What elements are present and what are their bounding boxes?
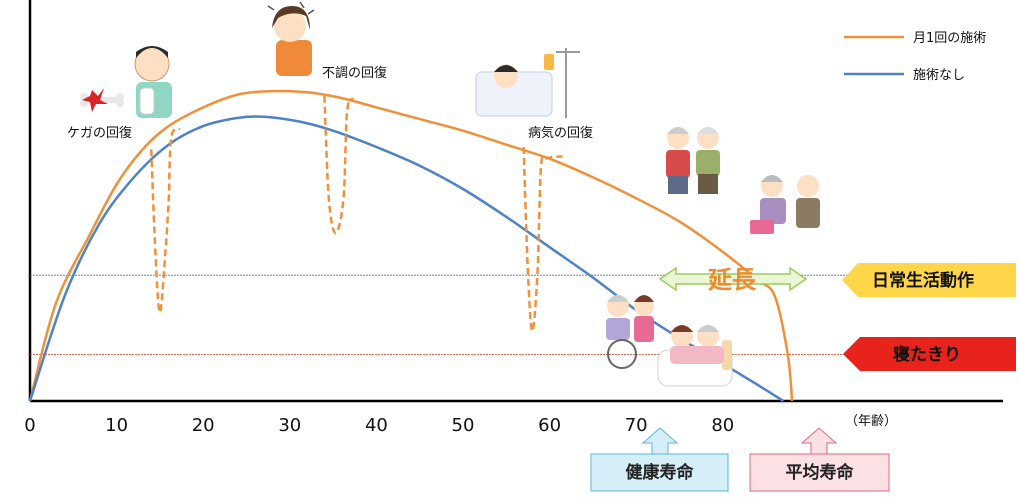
unwell-person-illustration bbox=[267, 1, 315, 76]
marker-healthy-life-label: 健康寿命 bbox=[626, 462, 695, 483]
legend: 月1回の施術 施術なし bbox=[844, 31, 986, 83]
x-tick-label: 40 bbox=[365, 415, 388, 436]
label-illness-recovery: 不調の回復 bbox=[322, 65, 387, 81]
dip-illness-recovery bbox=[323, 95, 355, 235]
marker-healthy-life: 健康寿命 bbox=[590, 427, 729, 492]
tag-daily-activities-shape bbox=[842, 263, 1016, 297]
bone-icon bbox=[80, 88, 124, 112]
elderly-with-walker-illustration bbox=[750, 175, 820, 234]
tag-bedridden-label: 寝たきり bbox=[893, 344, 961, 365]
marker-average-life-arrow bbox=[800, 427, 838, 455]
sick-person-illustration bbox=[475, 48, 580, 118]
label-disease-recovery: 病気の回復 bbox=[528, 125, 593, 141]
tag-bedridden: 寝たきり bbox=[843, 337, 1016, 371]
marker-healthy-life-arrow bbox=[641, 427, 679, 455]
x-axis-unit: （年齢） bbox=[845, 414, 897, 429]
label-injury-recovery: ケガの回復 bbox=[67, 125, 132, 141]
x-tick-label: 70 bbox=[625, 415, 648, 436]
iv-bag-icon bbox=[544, 54, 554, 70]
x-tick-label: 50 bbox=[452, 415, 475, 436]
marker-average-life-box bbox=[749, 453, 890, 492]
injured-person-illustration bbox=[80, 46, 172, 118]
x-tick-label: 0 bbox=[24, 415, 35, 436]
legend-label-monthly-treatment: 月1回の施術 bbox=[913, 31, 986, 46]
extension-label: 延長 bbox=[707, 266, 757, 294]
x-tick-label: 60 bbox=[538, 415, 561, 436]
legend-label-no-treatment: 施術なし bbox=[913, 68, 965, 83]
extension-arrow: 延長 bbox=[658, 266, 808, 294]
x-tick-label: 30 bbox=[278, 415, 301, 436]
wheelchair-icon bbox=[607, 339, 637, 369]
marker-average-life: 平均寿命 bbox=[749, 427, 890, 492]
care-illustration bbox=[606, 295, 733, 387]
x-tick-labels: 0 10 20 30 40 50 60 70 80 bbox=[24, 415, 734, 436]
marker-average-life-label: 平均寿命 bbox=[786, 462, 855, 483]
x-tick-label: 10 bbox=[105, 415, 128, 436]
series-line-monthly-treatment bbox=[28, 89, 794, 402]
x-tick-label: 80 bbox=[711, 415, 734, 436]
series-line-no-treatment bbox=[28, 115, 785, 403]
marker-healthy-life-box bbox=[590, 453, 729, 492]
x-tick-label: 20 bbox=[192, 415, 215, 436]
tag-bedridden-shape bbox=[843, 337, 1016, 371]
tag-daily-activities: 日常生活動作 bbox=[842, 263, 1016, 297]
walker-icon bbox=[750, 220, 774, 234]
active-elderly-illustration bbox=[666, 127, 720, 194]
dip-disease-recovery bbox=[522, 146, 563, 333]
tag-daily-activities-label: 日常生活動作 bbox=[872, 270, 974, 291]
extension-arrow-shape bbox=[658, 266, 808, 292]
